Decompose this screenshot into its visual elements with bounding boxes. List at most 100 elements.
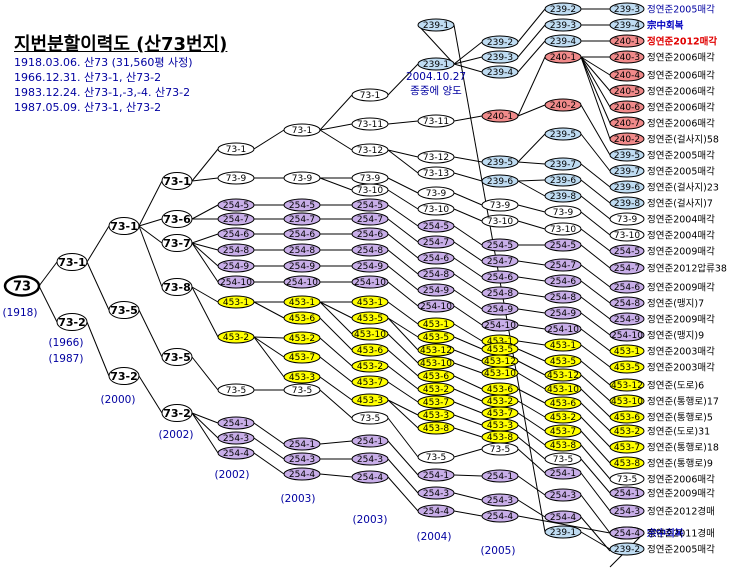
parcel-node-shape: [544, 424, 582, 438]
year-2002-label: (2002): [159, 429, 194, 441]
parcel-node-shape: [544, 238, 582, 252]
tree-edge: [517, 340, 546, 346]
tree-edge: [580, 402, 611, 432]
parcel-node: 254-8: [609, 296, 645, 310]
tree-edge: [191, 242, 219, 267]
tree-edge: [387, 458, 419, 494]
parcel-node-shape: [351, 259, 389, 273]
leaf-note: 정연준(도로)31: [647, 427, 710, 438]
parcel-node: 453-10: [417, 356, 455, 370]
tree-edge: [387, 399, 419, 429]
tree-edge: [580, 374, 611, 402]
leaf-note: 정연준(걸사지)7: [647, 198, 713, 210]
parcel-node-label: 453-10: [420, 359, 452, 369]
parcel-node: 73-11: [351, 117, 389, 131]
parcel-node-shape: [217, 227, 255, 241]
tree-edge: [517, 499, 546, 518]
tree-edge: [517, 292, 546, 298]
parcel-node: 254-9: [283, 259, 321, 273]
parcel-node-label: 73-2: [58, 316, 86, 329]
parcel-node: 453-1: [417, 317, 455, 331]
parcel-node: 73-9: [351, 171, 389, 185]
parcel-node-shape: [217, 243, 255, 257]
parcel-node: 254-7: [217, 212, 255, 226]
parcel-node-shape: [283, 350, 321, 364]
parcel-node: 453-7: [544, 424, 582, 438]
tree-edge: [86, 261, 110, 311]
parcel-node-label: 453-2: [614, 427, 640, 437]
parcel-node: 453-7: [609, 440, 645, 454]
parcel-node: 240-5: [609, 84, 645, 98]
parcel-node-shape: [417, 299, 455, 313]
parcel-node-label: 453-7: [487, 409, 513, 419]
parcel-node-label: 254-7: [550, 261, 576, 271]
root-year-label: (1918): [3, 307, 38, 319]
tree-edge: [387, 249, 419, 275]
parcel-node-label: 254-6: [223, 230, 249, 240]
parcel-node: 239-3: [481, 50, 519, 64]
parcel-node-label: 73-9: [617, 215, 638, 225]
parcel-node-label: 254-7: [487, 257, 513, 267]
parcel-node-label: 73-10: [550, 225, 576, 235]
parcel-node-label: 453-6: [423, 372, 449, 382]
tree-edge: [387, 476, 419, 512]
parcel-node-shape: [417, 283, 455, 297]
parcel-node: 240-3: [609, 50, 645, 64]
parcel-node-shape: [283, 243, 321, 257]
parcel-node-label: 240-1: [487, 112, 513, 122]
parcel-node-shape: [351, 227, 389, 241]
parcel-node: 239-5: [481, 155, 519, 169]
leaf-note: 정연준2004매각: [647, 230, 715, 242]
year-2000-label: (2000): [101, 394, 136, 406]
parcel-node-shape: [217, 446, 255, 460]
parcel-node-label: 239-8: [614, 199, 640, 209]
tree-edge: [517, 56, 546, 117]
tree-edge: [191, 286, 219, 303]
parcel-node-shape: [609, 280, 645, 294]
parcel-node-shape: [544, 189, 582, 203]
parcel-node-label: 254-5: [550, 241, 576, 251]
parcel-node-label: 73-9: [292, 174, 313, 184]
tree-edge: [38, 285, 58, 323]
parcel-node-label: 73-10: [357, 186, 383, 196]
parcel-node-shape: [417, 408, 455, 422]
tree-edge: [138, 225, 163, 288]
tree-edge: [138, 375, 163, 414]
parcel-node: 254-7: [544, 258, 582, 272]
parcel-node: 73-1: [56, 253, 88, 271]
tree-edge: [319, 356, 353, 383]
parcel-node-shape: [217, 198, 255, 212]
parcel-node: 453-10: [609, 394, 645, 408]
parcel-node: 254-8: [217, 243, 255, 257]
parcel-node: 73-1: [217, 142, 255, 156]
parcel-node-label: 254-6: [423, 254, 449, 264]
tree-edge: [517, 8, 546, 43]
parcel-node-label: 453-8: [423, 424, 449, 434]
parcel-node: 453-2: [217, 330, 255, 344]
parcel-node-shape: [544, 222, 582, 236]
parcel-node: 73-5: [544, 452, 582, 466]
parcel-node-shape: [351, 411, 389, 425]
tree-edge: [191, 412, 219, 424]
parcel-node: 73-5: [481, 442, 519, 456]
parcel-node-label: 73-6: [163, 213, 191, 226]
tree-edge: [517, 372, 546, 390]
parcel-node: 453-3: [417, 408, 455, 422]
tree-edge: [453, 510, 483, 517]
parcel-node: 73-9: [609, 212, 645, 226]
history-entry: 1987.05.09. 산73-1, 산73-2: [14, 101, 162, 114]
tree-edge: [517, 24, 546, 58]
parcel-node-shape: [217, 259, 255, 273]
parcel-node-label: 73-5: [110, 304, 138, 317]
parcel-node-shape: [481, 469, 519, 483]
parcel-node: 453-8: [417, 421, 455, 435]
tree-edge: [387, 149, 419, 158]
parcel-node: 254-9: [351, 259, 389, 273]
parcel-node-label: 254-3: [487, 496, 513, 506]
parcel-node: 73-10: [609, 228, 645, 242]
parcel-node: 453-1: [544, 338, 582, 352]
parcel-node: 453-7: [417, 395, 455, 409]
parcel-node-label: 254-7: [289, 215, 315, 225]
tree-edge: [453, 241, 483, 262]
parcel-node-shape: [217, 330, 255, 344]
